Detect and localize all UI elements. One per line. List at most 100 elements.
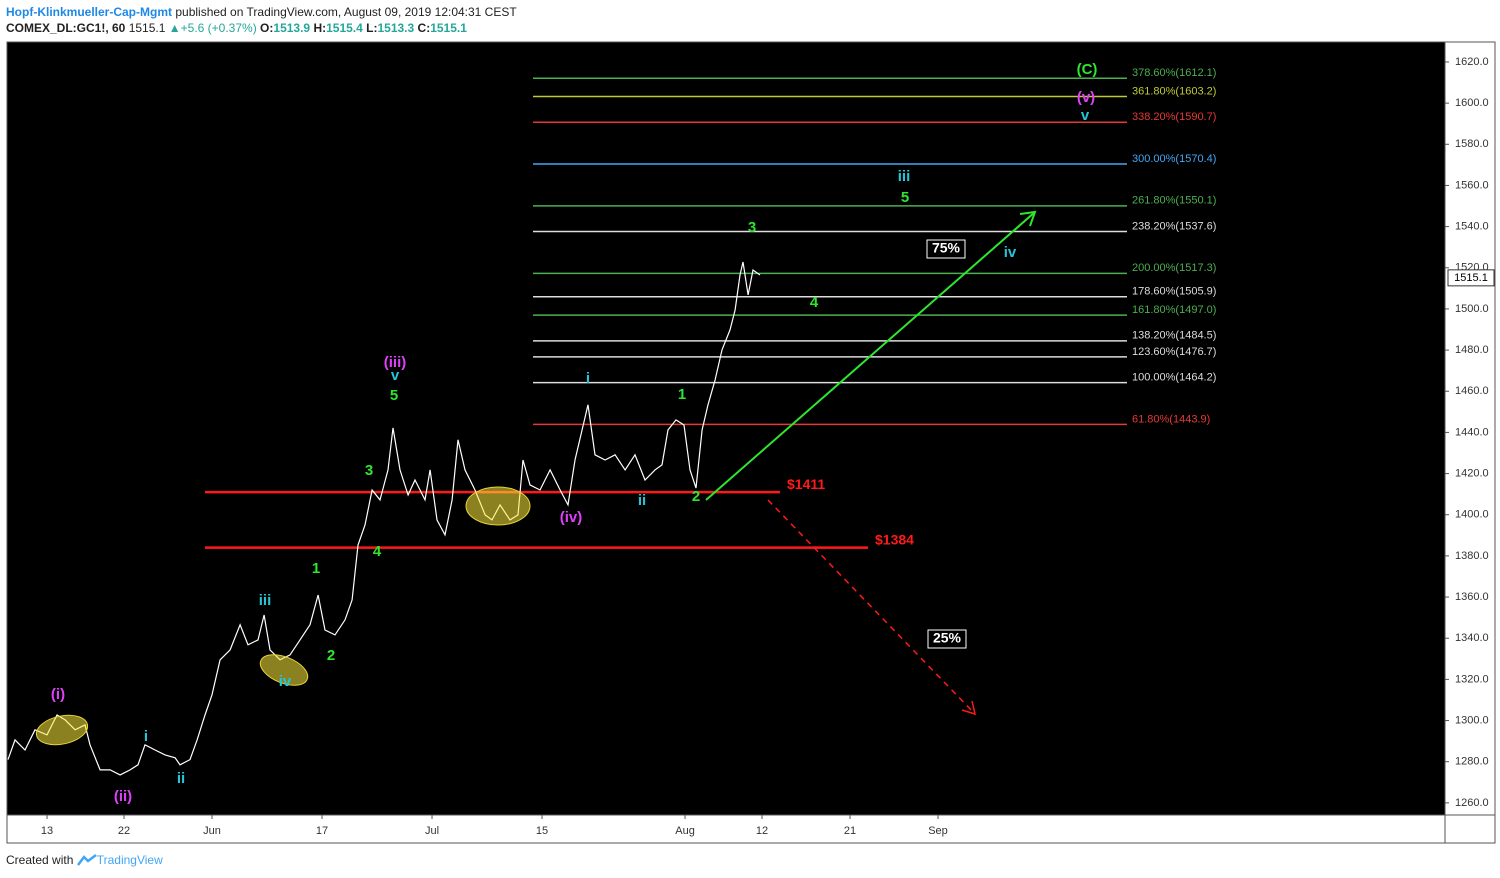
fib-label: 261.80%(1550.1): [1132, 195, 1216, 207]
scenario-label: 75%: [932, 240, 961, 256]
wave-label: (i): [51, 686, 65, 703]
highlight-ellipse: [465, 486, 531, 526]
logo: [76, 854, 97, 866]
wave-label: v: [391, 367, 400, 384]
x-tick-label: 13: [41, 825, 53, 837]
symbol: COMEX_DL:GC1!, 60: [6, 21, 126, 35]
wave-label: 1: [312, 560, 320, 577]
y-tick-label: 1300.0: [1455, 714, 1489, 726]
fib-label: 300.00%(1570.4): [1132, 153, 1216, 165]
plot-layer: 378.60%(1612.1) 361.80%(1603.2) 338.20%(15…: [7, 67, 1216, 776]
y-tick-label: 1320.0: [1455, 673, 1489, 685]
y-tick-label: 1460.0: [1455, 385, 1489, 397]
wave-label: 3: [748, 219, 756, 236]
h-label: H:: [313, 21, 327, 35]
created: Created with: [6, 853, 74, 867]
y-tick-label: 1540.0: [1455, 221, 1489, 233]
wave-label: 5: [390, 387, 398, 404]
publish-line: Hopf-Klinkmueller-Cap-Mgmt published on …: [6, 4, 517, 20]
y-tick-label: 1380.0: [1455, 550, 1489, 562]
wave-label: 2: [327, 647, 335, 664]
fib-label: 200.00%(1517.3): [1132, 262, 1216, 274]
wave-label: 2: [692, 488, 700, 505]
y-tick-label: 1500.0: [1455, 303, 1489, 315]
bull-arrow: [705, 211, 1036, 501]
fib-label: 378.60%(1612.1): [1132, 67, 1216, 79]
wave-label: i: [586, 370, 590, 387]
x-tick-label: Jul: [425, 825, 439, 837]
wave-label: 4: [810, 294, 819, 311]
wave-label: iv: [1004, 244, 1017, 261]
chart: 378.60%(1612.1) 361.80%(1603.2) 338.20%(15…: [6, 41, 1496, 844]
wave-label: iv: [279, 673, 292, 690]
y-tick-label: 1340.0: [1455, 632, 1489, 644]
c-label: C:: [417, 21, 431, 35]
fib-label: 161.80%(1497.0): [1132, 304, 1216, 316]
fib-label: 361.80%(1603.2): [1132, 85, 1216, 97]
fib-label: 100.00%(1464.2): [1132, 372, 1216, 384]
change: +5.6 (+0.37%): [180, 21, 257, 35]
x-tick-label: 17: [316, 825, 328, 837]
highlight-ellipse: [259, 654, 309, 686]
wave-label: ii: [177, 770, 185, 787]
fib-label: 123.60%(1476.7): [1132, 346, 1216, 358]
wave-label: ii: [638, 492, 646, 509]
plot-background: [7, 42, 1445, 815]
y-tick-label: 1600.0: [1455, 97, 1489, 109]
wave-label: v: [1081, 107, 1090, 124]
scenario-box: [927, 629, 967, 649]
wave-label: (iii): [384, 354, 407, 371]
x-tick-label: Aug: [675, 825, 695, 837]
y-tick-label: 1260.0: [1455, 797, 1489, 809]
bear-arrow-head: [961, 700, 977, 716]
last-price-tag: [1447, 269, 1495, 287]
author[interactable]: Hopf-Klinkmueller-Cap-Mgmt: [6, 5, 172, 19]
bear-arrow: [767, 499, 976, 715]
y-tick-label: 1580.0: [1455, 138, 1489, 150]
published: published on TradingView.com, August 09,…: [175, 5, 517, 19]
h: 1515.4: [326, 21, 363, 35]
wave-label: 4: [373, 543, 382, 560]
x-tick-label: Jun: [203, 825, 221, 837]
brand[interactable]: TradingView: [96, 853, 163, 867]
y-tick-label: 1400.0: [1455, 509, 1489, 521]
frame: [6, 41, 1496, 844]
wave-label: (ii): [114, 788, 132, 805]
bull-arrow-head: [1019, 210, 1037, 227]
wave-label: 3: [365, 462, 373, 479]
header: Hopf-Klinkmueller-Cap-Mgmt published on …: [6, 4, 517, 36]
wave-label: 1: [678, 386, 686, 403]
x-tick-label: 12: [756, 825, 768, 837]
l-label: L:: [366, 21, 378, 35]
scenario-label: 25%: [933, 630, 962, 646]
highlight-ellipse: [35, 714, 89, 746]
fib-label: 338.20%(1590.7): [1132, 111, 1216, 123]
y-tick-label: 1420.0: [1455, 467, 1489, 479]
c: 1515.1: [430, 21, 467, 35]
y-tick-label: 1480.0: [1455, 344, 1489, 356]
fib-label: 138.20%(1484.5): [1132, 330, 1216, 342]
x-tick-label: 15: [536, 825, 548, 837]
fib-label: 238.20%(1537.6): [1132, 220, 1216, 232]
o-label: O:: [260, 21, 274, 35]
wave-label: iii: [898, 168, 911, 185]
o: 1513.9: [273, 21, 311, 35]
scenario-box: [926, 239, 966, 259]
x-tick-label: 22: [118, 825, 130, 837]
support-label: $1411: [787, 476, 825, 492]
y-tick-label: 1280.0: [1455, 756, 1489, 768]
wave-label: iii: [259, 592, 272, 609]
x-tick-label: 21: [844, 825, 856, 837]
x-tick-label: Sep: [928, 825, 948, 837]
y-tick-label: 1360.0: [1455, 591, 1489, 603]
fib-label: 178.60%(1505.9): [1132, 286, 1216, 298]
last-price-label: 1515.1: [1454, 272, 1488, 284]
fib-label: 61.80%(1443.9): [1132, 413, 1210, 425]
l: 1513.3: [377, 21, 415, 35]
wave-label: (C): [1077, 61, 1098, 78]
price-line: [7, 261, 761, 776]
wave-label: (iv): [560, 509, 583, 526]
support-label: $1384: [875, 531, 914, 547]
quote-line: COMEX_DL:GC1!, 60 1515.1 ▲+5.6 (+0.37%) …: [6, 20, 517, 36]
